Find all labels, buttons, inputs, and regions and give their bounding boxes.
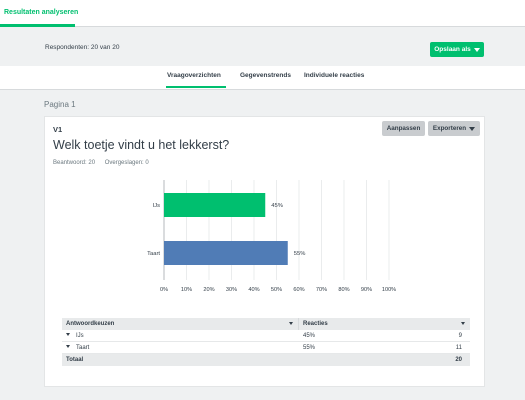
bar xyxy=(164,193,266,217)
table-header-row: Antwoordkeuzen Reacties xyxy=(62,318,470,330)
skipped-count: Overgeslagen: 0 xyxy=(104,160,149,166)
answer-label: Taart xyxy=(76,345,90,351)
total-count: 20 xyxy=(455,357,462,363)
chevron-down-icon xyxy=(469,126,476,131)
bar xyxy=(164,241,288,265)
x-tick-label: 30% xyxy=(226,287,237,293)
header-answer-choices[interactable]: Antwoordkeuzen xyxy=(66,321,115,327)
answers-table: Antwoordkeuzen Reacties IJs 45% 9 Taart … xyxy=(62,318,470,366)
export-button[interactable]: Exporteren xyxy=(428,121,480,136)
active-tab-indicator xyxy=(0,24,75,27)
x-tick-label: 90% xyxy=(361,287,372,293)
category-label: IJs xyxy=(153,203,161,209)
row-label: Taart xyxy=(66,345,89,351)
row-percent: 55% xyxy=(303,345,316,351)
adjust-label: Aanpassen xyxy=(386,125,421,132)
x-tick-label: 50% xyxy=(271,287,282,293)
data-label: 45% xyxy=(271,203,283,209)
row-count: 11 xyxy=(455,345,462,351)
question-card: V1 Aanpassen Exporteren Welk toetje vind… xyxy=(44,116,485,387)
table-row: IJs 45% 9 xyxy=(62,330,470,342)
save-as-label: Opslaan als xyxy=(434,46,471,53)
header-responses[interactable]: Reacties xyxy=(303,321,328,327)
row-percent: 45% xyxy=(303,333,316,339)
tab-resultaten-analyseren[interactable]: Resultaten analyseren xyxy=(4,9,79,16)
sort-caret-icon[interactable] xyxy=(461,322,465,325)
respondents-count: Respondenten: 20 van 20 xyxy=(45,44,120,51)
table-row: Taart 55% 11 xyxy=(62,342,470,354)
table-total-row: Totaal 20 xyxy=(62,354,470,366)
question-title: Welk toetje vindt u het lekkerst? xyxy=(53,138,230,152)
x-tick-label: 40% xyxy=(248,287,259,293)
answered-count: Beantwoord: 20 xyxy=(53,160,96,166)
export-label: Exporteren xyxy=(432,125,467,132)
expand-caret-icon[interactable] xyxy=(66,333,70,336)
sort-caret-icon[interactable] xyxy=(289,322,293,325)
x-tick-label: 20% xyxy=(203,287,214,293)
x-tick-label: 80% xyxy=(338,287,349,293)
category-label: Taart xyxy=(147,251,160,257)
tab-gegevenstrends[interactable]: Gegevenstrends xyxy=(240,72,291,79)
x-tick-label: 10% xyxy=(181,287,192,293)
total-label: Totaal xyxy=(66,357,84,363)
expand-caret-icon[interactable] xyxy=(66,345,70,348)
respondents-bar: Respondenten: 20 van 20 xyxy=(0,28,525,66)
x-tick-label: 0% xyxy=(160,287,168,293)
x-tick-label: 60% xyxy=(293,287,304,293)
top-navigation-bar: Resultaten analyseren xyxy=(0,0,525,27)
chevron-down-icon xyxy=(473,47,480,52)
bar-chart: 0% 10% 20% 30% 40% 50% 60% 70% 80% 90% 100% IJs 45% T… xyxy=(147,180,396,293)
question-number: V1 xyxy=(53,125,63,134)
x-tick-label: 70% xyxy=(316,287,327,293)
tab-vraagoverzichten[interactable]: Vraagoverzichten xyxy=(167,72,221,79)
view-tabs: Vraagoverzichten Gegevenstrends Individu… xyxy=(0,66,525,90)
column-divider xyxy=(298,318,299,330)
tab-individuele-reacties[interactable]: Individuele reacties xyxy=(304,72,365,79)
x-tick-label: 100% xyxy=(382,287,396,293)
data-label: 55% xyxy=(294,251,306,257)
active-subtab-indicator xyxy=(166,86,226,88)
question-stats: Beantwoord: 20 Overgeslagen: 0 xyxy=(53,160,149,166)
row-label: IJs xyxy=(66,333,84,339)
save-as-button[interactable]: Opslaan als xyxy=(430,42,484,57)
page-label: Pagina 1 xyxy=(44,100,76,109)
row-count: 9 xyxy=(458,333,462,339)
answer-label: IJs xyxy=(76,333,84,339)
adjust-button[interactable]: Aanpassen xyxy=(382,121,425,136)
